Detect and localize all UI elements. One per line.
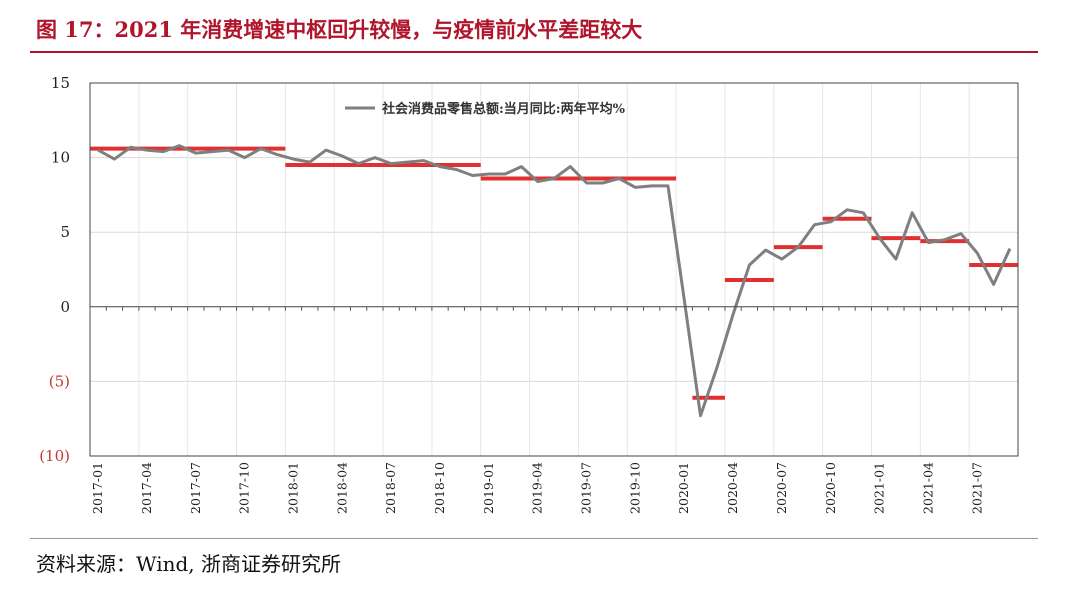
x-tick-label: 2018-10 [432, 462, 447, 514]
x-tick-label: 2019-10 [627, 462, 642, 514]
y-tick-label: 0 [60, 298, 70, 316]
y-tick-label: 5 [60, 223, 70, 241]
series-line [97, 144, 1012, 418]
legend: 社会消费品零售总额:当月同比:两年平均% [345, 101, 626, 117]
y-tick-label: 15 [51, 74, 70, 92]
plot-frame [89, 82, 1019, 457]
average-segments [90, 146, 1018, 400]
x-tick-label: 2017-04 [139, 462, 154, 514]
series-line-layer [97, 144, 1012, 418]
y-tick-label: (10) [39, 447, 70, 465]
x-tick-label: 2021-07 [969, 462, 984, 514]
x-tick-label: 2020-01 [676, 462, 691, 514]
title-rule [30, 51, 1038, 53]
x-tick-label: 2019-07 [579, 462, 594, 514]
axes: 15 10 5 0 (5) (10) 2017-01 2017-04 2017-07 2017-1… [39, 74, 1019, 514]
x-tick-label: 2017-10 [237, 462, 252, 514]
x-tick-label: 2020-07 [774, 462, 789, 514]
x-tick-label: 2018-07 [383, 462, 398, 514]
x-tick-label: 2020-10 [823, 462, 838, 514]
x-tick-label: 2017-07 [188, 462, 203, 514]
legend-label: 社会消费品零售总额:当月同比:两年平均% [381, 101, 626, 117]
x-tick-label: 2018-01 [286, 462, 301, 514]
x-tick-label: 2021-01 [872, 462, 887, 514]
x-tick-label: 2017-01 [90, 462, 105, 514]
source-note: 资料来源：Wind, 浙商证券研究所 [36, 552, 341, 576]
x-tick-label: 2018-04 [334, 462, 349, 514]
x-tick-label: 2019-04 [530, 462, 545, 514]
x-tick-label: 2019-01 [481, 462, 496, 514]
source-rule [30, 538, 1038, 539]
grid [90, 83, 1018, 456]
x-tick-label: 2021-04 [920, 462, 935, 514]
y-tick-label: (5) [49, 372, 70, 390]
x-tick-label: 2020-04 [725, 462, 740, 514]
y-tick-label: 10 [51, 149, 70, 167]
figure-title: 图 17：2021 年消费增速中枢回升较慢，与疫情前水平差距较大 [36, 17, 643, 42]
